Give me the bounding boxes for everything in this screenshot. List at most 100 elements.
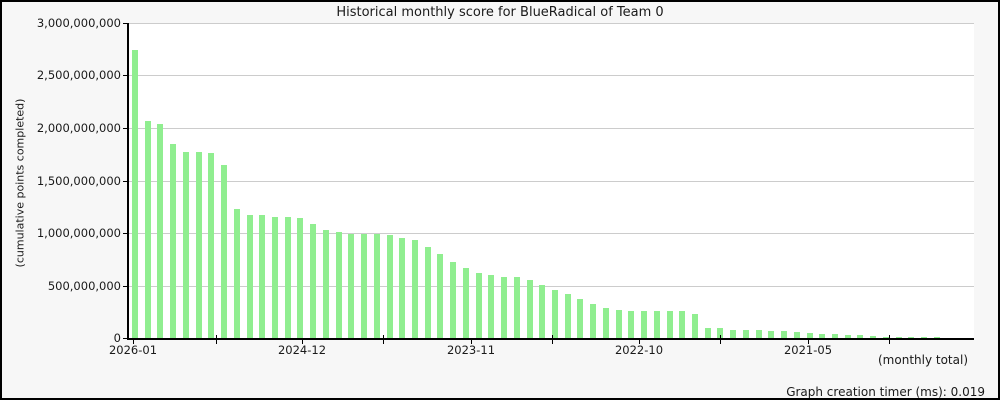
bar xyxy=(513,277,520,338)
bar xyxy=(921,337,928,338)
bar xyxy=(653,311,660,338)
bar xyxy=(450,262,457,338)
bar xyxy=(361,234,368,338)
bar xyxy=(870,336,877,338)
y-tick-label: 2,500,000,000 xyxy=(36,68,121,82)
gridline xyxy=(129,128,974,129)
plot-area xyxy=(127,23,974,340)
bar xyxy=(335,232,342,338)
bar xyxy=(551,290,558,338)
bar xyxy=(793,332,800,338)
bar xyxy=(628,311,635,338)
y-axis-tick xyxy=(123,286,128,287)
x-tick-label: 2024-12 xyxy=(277,343,327,357)
y-axis-tick xyxy=(123,23,128,24)
x-axis-minor-tick xyxy=(552,335,553,344)
bar xyxy=(895,337,902,338)
bar xyxy=(641,311,648,338)
x-axis-note: (monthly total) xyxy=(878,353,968,367)
bar xyxy=(704,328,711,338)
bar xyxy=(475,273,482,338)
gridline xyxy=(129,75,974,76)
bar xyxy=(132,50,138,338)
bar xyxy=(399,238,406,338)
bar xyxy=(322,230,329,338)
bar xyxy=(259,215,266,338)
x-axis-tick xyxy=(639,340,640,344)
gridline xyxy=(129,181,974,182)
gridline xyxy=(129,286,974,287)
bar xyxy=(691,314,698,338)
bar xyxy=(284,217,291,338)
bar xyxy=(297,218,304,338)
bar xyxy=(526,280,533,338)
x-axis-minor-tick xyxy=(383,335,384,344)
bar xyxy=(755,330,762,338)
bar xyxy=(233,209,240,338)
y-tick-label: 0 xyxy=(113,331,121,345)
bar xyxy=(831,334,838,338)
x-tick-label: 2023-11 xyxy=(446,343,496,357)
bar xyxy=(730,330,737,338)
x-axis-tick xyxy=(133,340,134,344)
y-axis-tick xyxy=(123,181,128,182)
bar xyxy=(271,217,278,338)
gridline xyxy=(129,23,974,24)
bar xyxy=(195,152,202,338)
bar xyxy=(246,215,253,338)
y-axis-tick xyxy=(123,233,128,234)
bar xyxy=(373,234,380,338)
bar xyxy=(424,247,431,338)
y-tick-label: 3,000,000,000 xyxy=(36,16,121,30)
bar xyxy=(933,337,940,338)
gridline xyxy=(129,233,974,234)
bar xyxy=(437,254,444,338)
bar xyxy=(781,331,788,338)
bar xyxy=(221,165,228,338)
bar xyxy=(170,144,177,338)
bar xyxy=(488,275,495,338)
bar xyxy=(182,152,189,338)
bar xyxy=(857,335,864,338)
bar xyxy=(819,334,826,338)
bar xyxy=(717,328,724,338)
x-axis-tick xyxy=(471,340,472,344)
bar xyxy=(679,311,686,338)
y-axis-tick xyxy=(123,128,128,129)
bar xyxy=(386,235,393,338)
graph-timer-label: Graph creation timer (ms): 0.019 xyxy=(786,385,985,399)
bar xyxy=(157,124,164,338)
bar xyxy=(310,224,317,338)
chart-title: Historical monthly score for BlueRadical… xyxy=(336,5,664,20)
bar xyxy=(501,277,508,338)
x-axis-tick xyxy=(302,340,303,344)
bar xyxy=(348,234,355,338)
bar xyxy=(411,240,418,338)
x-tick-label: 2022-10 xyxy=(614,343,664,357)
bar xyxy=(615,310,622,338)
y-axis-tick xyxy=(123,338,128,339)
bar xyxy=(908,337,915,338)
bar xyxy=(590,304,597,338)
y-tick-label: 2,000,000,000 xyxy=(36,121,121,135)
bar xyxy=(742,330,749,338)
bar xyxy=(462,268,469,338)
bar xyxy=(806,333,813,338)
x-tick-label: 2021-05 xyxy=(783,343,833,357)
y-axis-tick xyxy=(123,75,128,76)
bar xyxy=(666,311,673,338)
x-axis-minor-tick xyxy=(216,335,217,344)
bar xyxy=(882,337,889,338)
bar xyxy=(208,153,215,338)
bar xyxy=(539,285,546,338)
bar xyxy=(844,335,851,338)
x-tick-label: 2026-01 xyxy=(108,343,158,357)
x-axis-tick xyxy=(808,340,809,344)
y-tick-label: 1,500,000,000 xyxy=(36,174,121,188)
bar xyxy=(564,294,571,338)
bar xyxy=(768,331,775,338)
bar xyxy=(602,308,609,338)
bar xyxy=(144,121,151,338)
x-axis-minor-tick xyxy=(889,335,890,344)
